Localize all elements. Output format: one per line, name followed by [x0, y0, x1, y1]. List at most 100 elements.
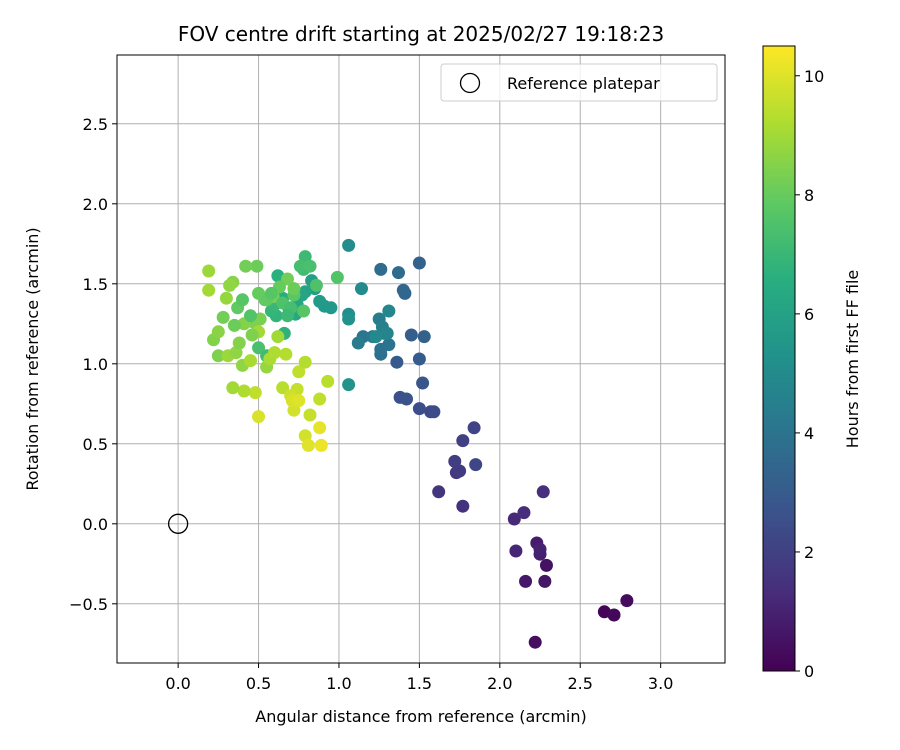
- data-point: [276, 381, 290, 395]
- data-point: [280, 272, 294, 286]
- data-point: [342, 378, 356, 392]
- data-point: [313, 421, 327, 435]
- reference-marker-layer: [167, 513, 189, 534]
- data-point: [303, 259, 317, 273]
- data-point: [292, 394, 306, 408]
- data-point: [244, 354, 258, 368]
- colorbar-label: Hours from first FF file: [843, 270, 862, 449]
- data-point: [467, 421, 481, 435]
- data-point: [252, 410, 266, 424]
- data-point: [469, 458, 483, 472]
- colorbar-tick-label: 4: [804, 424, 814, 443]
- data-point: [287, 403, 301, 417]
- x-axis-label: Angular distance from reference (arcmin): [255, 707, 586, 726]
- data-point: [226, 381, 240, 395]
- data-point: [390, 355, 404, 369]
- data-point: [380, 326, 394, 340]
- colorbar-ticks: 0 2 4 6 8 10: [795, 67, 824, 681]
- data-point: [223, 278, 237, 292]
- data-point: [507, 512, 521, 526]
- data-point: [330, 270, 344, 284]
- data-point: [280, 309, 294, 323]
- data-point: [264, 286, 278, 300]
- x-tick-label: 2.0: [487, 674, 512, 693]
- data-point: [202, 283, 216, 297]
- x-tick-label: 0.0: [165, 674, 190, 693]
- data-point: [342, 238, 356, 252]
- data-point: [309, 278, 323, 292]
- colorbar-tick-label: 6: [804, 305, 814, 324]
- x-axis-ticks: 0.0 0.5 1.0 1.5 2.0 2.5 3.0: [165, 663, 673, 693]
- data-point: [313, 294, 327, 308]
- data-point: [382, 338, 396, 352]
- colorbar-tick-label: 0: [804, 662, 814, 681]
- data-point: [244, 309, 258, 323]
- legend-box: [440, 63, 718, 102]
- data-point: [297, 304, 311, 318]
- colorbar-tick-label: 10: [804, 67, 824, 86]
- data-point: [298, 250, 312, 264]
- data-point: [400, 392, 414, 406]
- data-point: [235, 293, 249, 307]
- data-point: [303, 408, 317, 422]
- data-point: [354, 282, 368, 296]
- data-point: [539, 558, 553, 572]
- data-point: [279, 347, 293, 361]
- data-point: [293, 259, 307, 273]
- x-tick-label: 3.0: [648, 674, 673, 693]
- y-tick-label: 1.5: [83, 275, 108, 294]
- colorbar-tick-label: 2: [804, 543, 814, 562]
- data-point: [250, 259, 264, 273]
- plot-frame: [116, 54, 726, 664]
- data-point: [456, 499, 470, 513]
- data-point: [528, 635, 542, 649]
- legend-reference-marker: [459, 72, 481, 94]
- x-tick-label: 2.5: [568, 674, 593, 693]
- data-point: [427, 405, 441, 419]
- x-tick-label: 1.0: [326, 674, 351, 693]
- y-tick-label: 2.5: [83, 115, 108, 134]
- data-point: [536, 485, 550, 499]
- data-point: [538, 574, 552, 588]
- data-point: [298, 355, 312, 369]
- data-point: [292, 365, 306, 379]
- data-point: [239, 259, 253, 273]
- data-point: [391, 266, 405, 280]
- legend: Reference platepar: [440, 63, 718, 102]
- data-point: [432, 485, 446, 499]
- chart-title: FOV centre drift starting at 2025/02/27 …: [178, 22, 664, 46]
- data-point: [252, 341, 266, 355]
- data-point: [342, 312, 356, 326]
- y-tick-label: 2.0: [83, 195, 108, 214]
- data-point: [620, 594, 634, 608]
- y-axis-label: Rotation from reference (arcmin): [23, 227, 42, 490]
- reference-platepar-marker: [167, 513, 189, 534]
- data-point: [417, 330, 431, 344]
- data-point: [509, 544, 523, 558]
- grid-lines: [117, 55, 725, 663]
- data-point: [211, 325, 225, 339]
- data-point: [216, 310, 230, 324]
- y-axis-ticks: −0.5 0.0 0.5 1.0 1.5 2.0 2.5: [69, 115, 117, 614]
- data-point: [382, 304, 396, 318]
- data-point: [232, 336, 246, 350]
- data-point: [404, 328, 418, 342]
- x-tick-label: 0.5: [246, 674, 271, 693]
- data-point: [271, 330, 285, 344]
- data-point: [287, 282, 301, 296]
- colorbar: 0 2 4 6 8 10 Hours from first FF file: [762, 45, 862, 681]
- data-point: [374, 262, 388, 276]
- data-points: [202, 238, 634, 649]
- y-tick-label: −0.5: [69, 595, 108, 614]
- data-point: [301, 438, 315, 452]
- data-point: [416, 376, 430, 390]
- data-point: [351, 336, 365, 350]
- colorbar-tick-label: 8: [804, 186, 814, 205]
- y-tick-label: 1.0: [83, 355, 108, 374]
- data-point: [607, 608, 621, 622]
- data-point: [248, 386, 262, 400]
- legend-entry-label: Reference platepar: [507, 74, 660, 93]
- data-point: [219, 291, 233, 305]
- data-point: [396, 283, 410, 297]
- data-point: [245, 328, 259, 342]
